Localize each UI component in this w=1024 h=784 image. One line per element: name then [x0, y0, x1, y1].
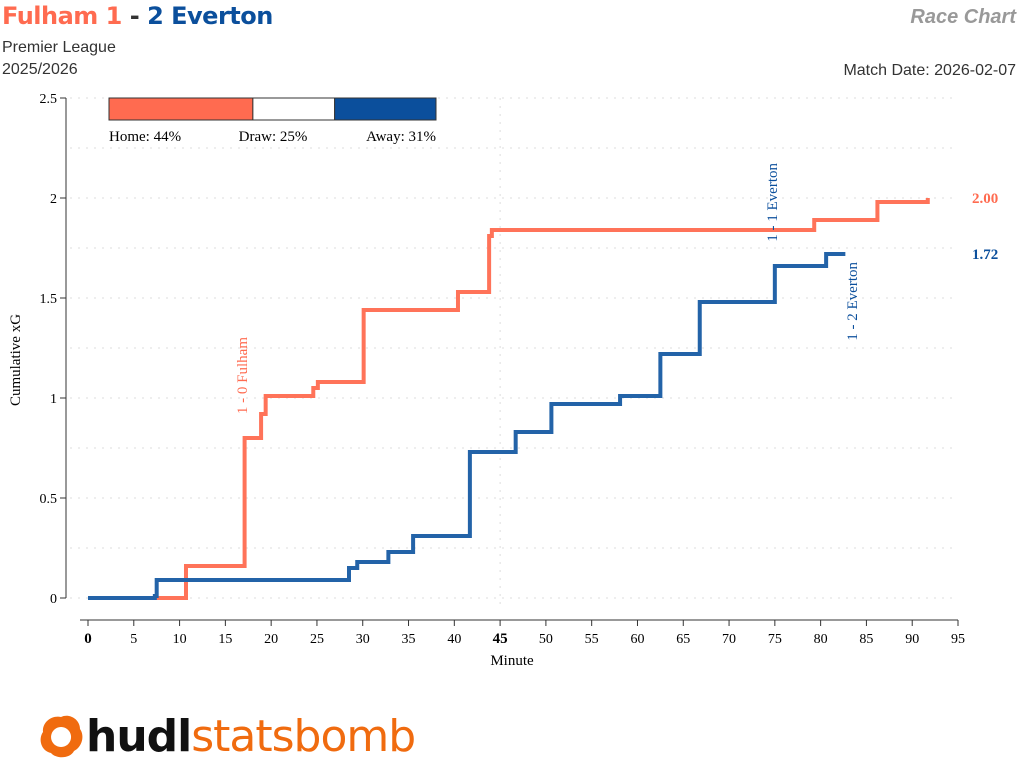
win-prob-away-label: Away: 31% [366, 129, 436, 145]
statsbomb-logo-icon [40, 715, 83, 758]
x-tick-label: 10 [173, 632, 187, 647]
y-tick-label: 2 [50, 192, 57, 207]
y-tick-label: 0 [50, 592, 57, 607]
x-tick-label: 80 [814, 632, 828, 647]
x-axis-label: Minute [490, 653, 534, 669]
y-tick-label: 1.5 [40, 292, 58, 307]
x-tick-label: 85 [859, 632, 873, 647]
xg-line-everton [88, 252, 846, 600]
home-score: 1 [105, 2, 123, 30]
away-team: Everton [171, 2, 273, 30]
race-chart: 0 0.5 1 1.5 2 2.5 0 5 10 15 20 25 30 35 40 45 50 55 60 65 70… [8, 92, 998, 669]
goal-annotation: 1 - 0 Fulham [235, 337, 251, 414]
x-tick-label: 0 [84, 631, 92, 647]
match-date: Match Date: 2026-02-07 [843, 62, 1016, 79]
final-xg-label-fulham: 2.00 [972, 191, 998, 207]
x-tick-label: 25 [310, 632, 324, 647]
chart-kind: Race Chart [910, 6, 1016, 28]
win-prob-draw-bar [252, 97, 336, 121]
home-team: Fulham [2, 2, 98, 30]
x-tick-label: 35 [402, 632, 416, 647]
x-tick-label: 65 [676, 632, 690, 647]
logo-text-statsbomb: statsbomb [191, 710, 416, 762]
win-prob-home-label: Home: 44% [109, 129, 181, 145]
final-xg-label-everton: 1.72 [972, 247, 998, 263]
x-tick-label: 30 [356, 632, 370, 647]
y-tick-label: 1 [50, 392, 57, 407]
xg-line-fulham [88, 198, 930, 600]
goal-annotation: 1 - 2 Everton [845, 262, 861, 341]
goal-annotation: 1 - 1 Everton [765, 163, 781, 242]
season: 2025/2026 [2, 61, 78, 78]
x-tick-label: 95 [951, 632, 965, 647]
x-tick-label: 20 [264, 632, 278, 647]
y-axis-label: Cumulative xG [8, 314, 24, 406]
win-prob-draw-label: Draw: 25% [239, 129, 308, 145]
win-prob-home-bar [108, 97, 254, 121]
win-probability-bar: Home: 44% Draw: 25% Away: 31% [108, 97, 437, 145]
win-prob-away-bar [334, 97, 437, 121]
x-tick-label: 60 [630, 632, 644, 647]
x-tick-label: 5 [130, 632, 137, 647]
y-tick-label: 0.5 [40, 492, 58, 507]
y-tick-label: 2.5 [40, 92, 58, 107]
away-score: 2 [147, 2, 164, 30]
hudl-statsbomb-logo: hudl statsbomb [36, 708, 416, 764]
match-title: Fulham 1 - 2 Everton [2, 2, 273, 30]
x-tick-label: 55 [585, 632, 599, 647]
x-tick-label: 45 [493, 631, 508, 647]
x-tick-label: 40 [447, 632, 461, 647]
x-tick-label: 75 [768, 632, 782, 647]
x-tick-label: 15 [218, 632, 232, 647]
logo-text-hudl: hudl [86, 710, 192, 762]
x-tick-label: 50 [539, 632, 553, 647]
x-tick-label: 90 [905, 632, 919, 647]
score-separator: - [129, 2, 140, 30]
x-tick-label: 70 [722, 632, 736, 647]
competition: Premier League [2, 39, 116, 56]
